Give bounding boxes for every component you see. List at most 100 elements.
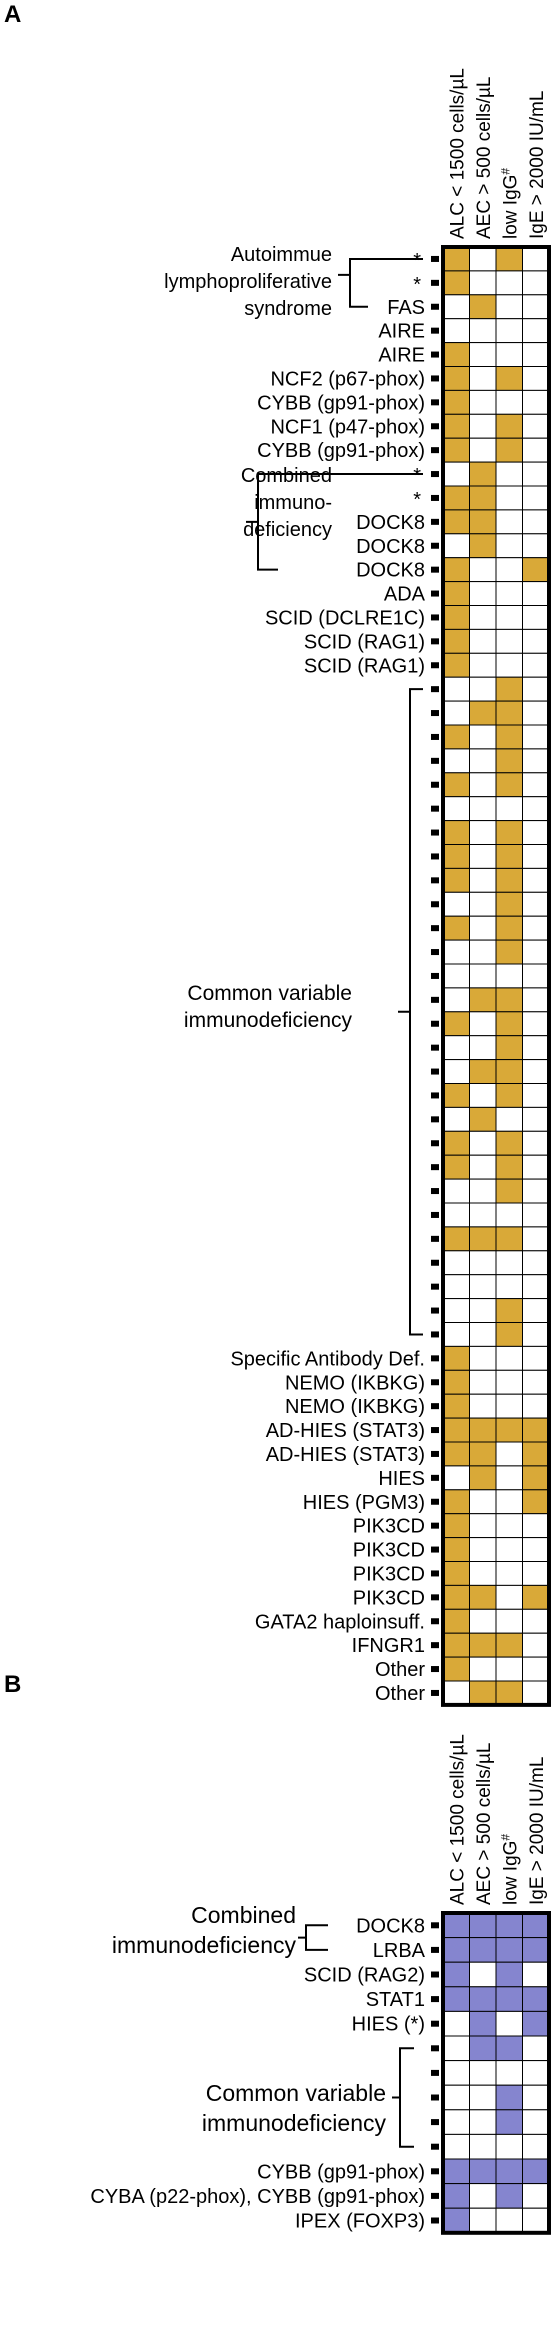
row-tick — [431, 471, 439, 478]
group-label-1-line-2: immunodeficiency — [112, 1932, 297, 1958]
grid-cell-r59-c3 — [495, 1632, 523, 1658]
row-tick — [431, 1235, 439, 1242]
group-label-2-line-1: Common variable — [206, 2080, 386, 2106]
grid-cell-r4-c1 — [442, 318, 470, 344]
grid-cell-r13-c3 — [495, 2207, 523, 2234]
grid-cell-r12-c1 — [442, 509, 470, 535]
row-tick — [431, 1188, 439, 1195]
column-header-4: IgE > 2000 IU/mL — [527, 91, 548, 239]
row-label-8: NCF1 (p47-phox) — [270, 416, 425, 438]
row-tick — [431, 1522, 439, 1529]
grid-cell-r31-c1 — [442, 963, 470, 989]
grid-cell-r9-c4 — [522, 437, 550, 463]
row-tick — [431, 2217, 439, 2224]
grid-cell-r33-c4 — [522, 1011, 550, 1037]
grid-cell-r13-c2 — [469, 533, 497, 559]
row-tick — [431, 1092, 439, 1099]
grid-cell-r25-c4 — [522, 820, 550, 845]
column-header-3: low IgG# — [498, 1834, 521, 1905]
grid-cell-r56-c1 — [442, 1561, 470, 1586]
group-label-3-line-2: immunodeficiency — [184, 1009, 353, 1032]
grid-cell-r31-c4 — [522, 963, 550, 989]
grid-cell-r12-c3 — [495, 2183, 523, 2209]
grid-cell-r42-c4 — [522, 1226, 550, 1252]
row-tick — [431, 1379, 439, 1386]
grid-cell-r56-c4 — [522, 1561, 550, 1586]
grid-cell-r39-c3 — [495, 1154, 523, 1180]
row-tick — [431, 1946, 439, 1953]
grid-cell-r35-c4 — [522, 1059, 550, 1084]
grid-cell-r46-c2 — [469, 1322, 497, 1347]
grid-cell-r32-c2 — [469, 987, 497, 1013]
row-tick — [431, 1044, 439, 1051]
grid-cell-r30-c1 — [442, 939, 470, 965]
grid-cell-r45-c4 — [522, 1298, 550, 1323]
grid-cell-r33-c2 — [469, 1011, 497, 1037]
grid-cell-r29-c3 — [495, 915, 523, 941]
grid-cell-r6-c3 — [495, 366, 523, 391]
grid-cell-r6-c2 — [469, 366, 497, 391]
grid-cell-r54-c4 — [522, 1513, 550, 1539]
group-label-1-line-2: lymphoproliferative — [164, 271, 332, 293]
row-tick — [431, 1618, 439, 1625]
grid-cell-r54-c3 — [495, 1513, 523, 1539]
grid-cell-r30-c2 — [469, 939, 497, 965]
grid-cell-r61-c2 — [469, 1680, 497, 1706]
grid-cell-r40-c2 — [469, 1178, 497, 1204]
grid-cell-r11-c2 — [469, 2158, 497, 2185]
grid-cell-r39-c4 — [522, 1154, 550, 1180]
row-label-13: IPEX (FOXP3) — [295, 2211, 425, 2233]
grid-cell-r8-c2 — [469, 413, 497, 439]
grid-cell-r50-c3 — [495, 1417, 523, 1443]
grid-cell-r41-c4 — [522, 1202, 550, 1228]
grid-cell-r55-c1 — [442, 1537, 470, 1562]
grid-cell-r39-c1 — [442, 1154, 470, 1180]
grid-cell-r22-c2 — [469, 748, 497, 774]
grid-cell-r58-c3 — [495, 1608, 523, 1634]
grid-cell-r49-c3 — [495, 1393, 523, 1419]
grid-cell-r49-c4 — [522, 1393, 550, 1419]
row-label-59: IFNGR1 — [352, 1635, 425, 1657]
row-tick — [431, 542, 439, 549]
grid-cell-r36-c2 — [469, 1083, 497, 1108]
grid-cell-r26-c2 — [469, 844, 497, 869]
grid-cell-r9-c3 — [495, 437, 523, 463]
row-tick — [431, 303, 439, 310]
grid-cell-r58-c2 — [469, 1608, 497, 1634]
grid-cell-r6-c4 — [522, 2035, 550, 2062]
grid-cell-r50-c1 — [442, 1417, 470, 1443]
grid-cell-r27-c4 — [522, 867, 550, 893]
row-tick — [431, 662, 439, 669]
row-label-11: * — [413, 489, 421, 511]
row-tick — [431, 781, 439, 788]
row-tick — [431, 1307, 439, 1314]
row-tick — [431, 566, 439, 573]
grid-cell-r52-c4 — [522, 1465, 550, 1491]
row-label-16: SCID (DCLRE1C) — [265, 607, 425, 629]
grid-cell-r60-c4 — [522, 1656, 550, 1682]
row-tick — [431, 1283, 439, 1290]
grid-cell-r7-c2 — [469, 389, 497, 415]
grid-cell-r10-c1 — [442, 2133, 470, 2160]
row-tick — [431, 1474, 439, 1481]
grid-cell-r56-c3 — [495, 1561, 523, 1586]
group-label-1-line-3: syndrome — [244, 298, 332, 320]
grid-cell-r29-c1 — [442, 915, 470, 941]
grid-cell-r21-c1 — [442, 724, 470, 750]
grid-cell-r3-c3 — [495, 1961, 523, 1988]
grid-cell-r57-c2 — [469, 1584, 497, 1610]
grid-cell-r43-c2 — [469, 1250, 497, 1276]
row-label-17: SCID (RAG1) — [304, 631, 425, 653]
group-bracket-2 — [392, 2047, 414, 2148]
grid-cell-r41-c1 — [442, 1202, 470, 1228]
grid-cell-r30-c4 — [522, 939, 550, 965]
row-label-47: Specific Antibody Def. — [230, 1348, 425, 1370]
row-tick — [431, 375, 439, 382]
row-label-1: * — [413, 250, 421, 272]
grid-cell-r9-c2 — [469, 437, 497, 463]
grid-cell-r1-c2 — [469, 1912, 497, 1939]
row-tick — [431, 590, 439, 597]
grid-cell-r16-c1 — [442, 605, 470, 630]
grid-cell-r12-c3 — [495, 509, 523, 535]
grid-cell-r47-c3 — [495, 1345, 523, 1371]
